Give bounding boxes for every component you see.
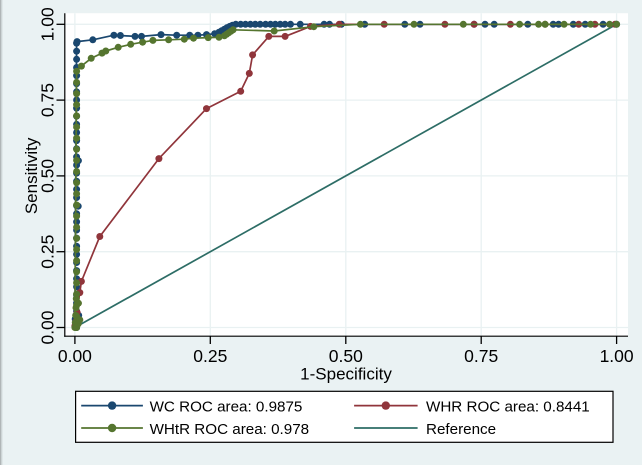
svg-text:Sensitivity: Sensitivity [22,137,41,214]
svg-text:0.00: 0.00 [37,310,57,344]
svg-text:0.75: 0.75 [37,83,57,117]
svg-text:WHtR ROC area: 0.978: WHtR ROC area: 0.978 [150,421,310,438]
svg-text:0.25: 0.25 [37,235,57,269]
svg-text:0.50: 0.50 [37,159,57,193]
svg-text:1.00: 1.00 [37,7,57,41]
svg-text:0.00: 0.00 [58,346,92,366]
svg-text:WC ROC area: 0.9875: WC ROC area: 0.9875 [150,398,303,415]
svg-text:1-Specificity: 1-Specificity [300,365,392,384]
svg-text:WHR ROC area: 0.8441: WHR ROC area: 0.8441 [426,398,590,415]
svg-text:1.00: 1.00 [600,346,634,366]
svg-text:0.50: 0.50 [329,346,363,366]
svg-text:Reference: Reference [426,421,496,438]
svg-text:0.75: 0.75 [464,346,498,366]
svg-text:0.25: 0.25 [193,346,227,366]
